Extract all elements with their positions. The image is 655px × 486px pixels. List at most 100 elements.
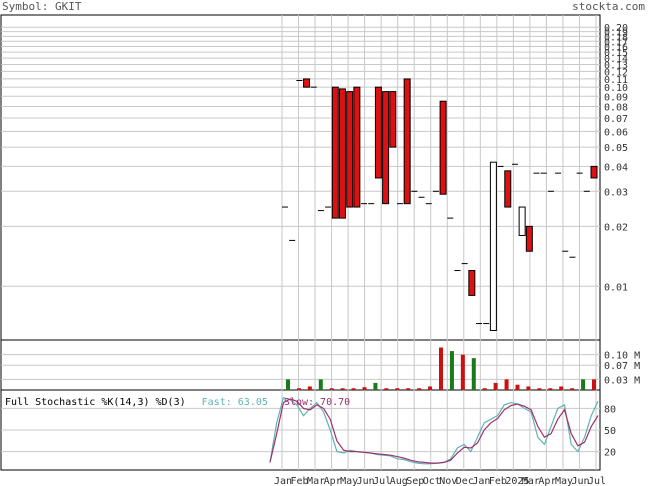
price-tick-label: 0.16: [604, 43, 628, 54]
volume-bar: [559, 386, 564, 390]
candle-body: [468, 270, 476, 296]
price-tick-label: 0.19: [604, 28, 628, 39]
candle-body: [382, 91, 390, 205]
price-tick-label: 0.12: [604, 67, 628, 78]
volume-bar: [296, 388, 301, 390]
x-tick-label: 2025: [505, 476, 529, 486]
candle-body: [303, 78, 311, 88]
x-tick-label: Jul: [588, 476, 606, 486]
candle-body: [331, 86, 339, 219]
price-tick-label: 0.02: [604, 222, 628, 233]
price-tick-label: 0.13: [604, 60, 628, 71]
x-tick-label: Aug: [390, 476, 408, 486]
price-tick-label: 0.08: [604, 102, 628, 113]
volume-bar: [351, 388, 356, 390]
candle-body: [389, 91, 397, 148]
price-tick-label: 0.15: [604, 48, 628, 59]
x-tick-label: Jan: [274, 476, 292, 486]
stochastic-slow-value: Slow: 70.70: [283, 397, 351, 408]
volume-bar: [373, 382, 378, 390]
volume-bar: [460, 354, 465, 390]
price-tick-label: 0.18: [604, 32, 628, 43]
volume-bar: [428, 386, 433, 390]
price-tick-label: 0.14: [604, 54, 628, 65]
volume-bar: [482, 388, 487, 390]
volume-bar: [307, 386, 312, 390]
candle-body: [346, 91, 354, 208]
volume-bar: [548, 388, 553, 390]
volume-bar: [362, 387, 367, 390]
x-tick-label: Feb: [291, 476, 309, 486]
volume-bar: [570, 388, 575, 390]
candle-body: [338, 88, 346, 219]
volume-bar: [592, 379, 596, 390]
site-label: stockta.com: [572, 0, 645, 13]
volume-bar: [395, 388, 400, 390]
stochastic-fast-value: Fast: 63.05: [201, 397, 268, 408]
volume-bar: [504, 379, 509, 390]
candle-body: [590, 165, 598, 179]
chart-frame: [0, 14, 601, 471]
volume-bar: [286, 379, 290, 390]
volume-tick-label: 0.07 M: [604, 361, 640, 372]
price-tick-label: 0.10: [604, 83, 628, 94]
volume-bar: [384, 388, 389, 390]
volume-bar: [526, 386, 531, 390]
x-tick-label: Apr: [538, 476, 556, 486]
price-tick-label: 0.09: [604, 92, 628, 103]
stochastic-slow-line: [269, 398, 599, 464]
volume-bar: [471, 358, 476, 390]
candle-body: [504, 170, 512, 208]
x-tick-label: May: [555, 476, 573, 486]
stochastic-tick-label: 80: [604, 404, 616, 415]
x-tick-label: Mar: [307, 476, 325, 486]
price-tick-label: 0.03: [604, 187, 628, 198]
candle-body: [353, 86, 361, 208]
x-tick-label: Jan: [472, 476, 490, 486]
volume-tick-label: 0.10 M: [604, 351, 640, 362]
x-tick-label: Dec: [456, 476, 474, 486]
stochastic-legend: Full Stochastic %K(14,3) %D(3) Fast: 63.…: [5, 397, 350, 408]
price-tick-label: 0.01: [604, 282, 628, 293]
price-tick-label: 0.04: [604, 162, 628, 173]
x-tick-label: Jun: [571, 476, 589, 486]
price-tick-label: 0.06: [604, 127, 628, 138]
x-tick-label: Jun: [357, 476, 375, 486]
symbol-label: Symbol: GKIT: [2, 0, 82, 13]
x-tick-label: May: [340, 476, 358, 486]
x-tick-label: Oct: [423, 476, 441, 486]
stochastic-tick-label: 20: [604, 448, 616, 459]
price-tick-label: 0.11: [604, 75, 628, 86]
volume-bar: [515, 384, 520, 390]
x-tick-label: Apr: [324, 476, 342, 486]
price-tick-label: 0.17: [604, 37, 628, 48]
x-tick-label: Feb: [489, 476, 507, 486]
price-tick-label: 0.20: [604, 23, 628, 34]
volume-bar: [581, 379, 586, 390]
volume-bar: [439, 347, 443, 390]
volume-bar: [329, 388, 334, 390]
volume-tick-label: 0.03 M: [604, 375, 640, 386]
price-tick-label: 0.05: [604, 143, 628, 154]
price-tick-label: 0.07: [604, 114, 628, 125]
candle-body: [525, 225, 533, 252]
volume-bar: [537, 388, 542, 390]
volume-bar: [406, 388, 411, 390]
x-tick-label: Nov: [439, 476, 457, 486]
x-tick-label: Sep: [406, 476, 424, 486]
volume-bar: [417, 388, 422, 390]
candle-body: [403, 78, 411, 205]
volume-bar: [449, 351, 454, 390]
x-tick-label: Jul: [373, 476, 391, 486]
stochastic-title: Full Stochastic %K(14,3) %D(3): [5, 397, 186, 408]
candle-body: [439, 100, 447, 195]
volume-bar: [493, 382, 498, 390]
candle-body: [518, 206, 526, 236]
x-tick-label: Mar: [522, 476, 540, 486]
candle-body: [374, 86, 382, 179]
volume-bar: [340, 388, 345, 390]
stochastic-tick-label: 50: [604, 426, 616, 437]
volume-bar: [318, 379, 323, 390]
candle-body: [489, 161, 497, 331]
